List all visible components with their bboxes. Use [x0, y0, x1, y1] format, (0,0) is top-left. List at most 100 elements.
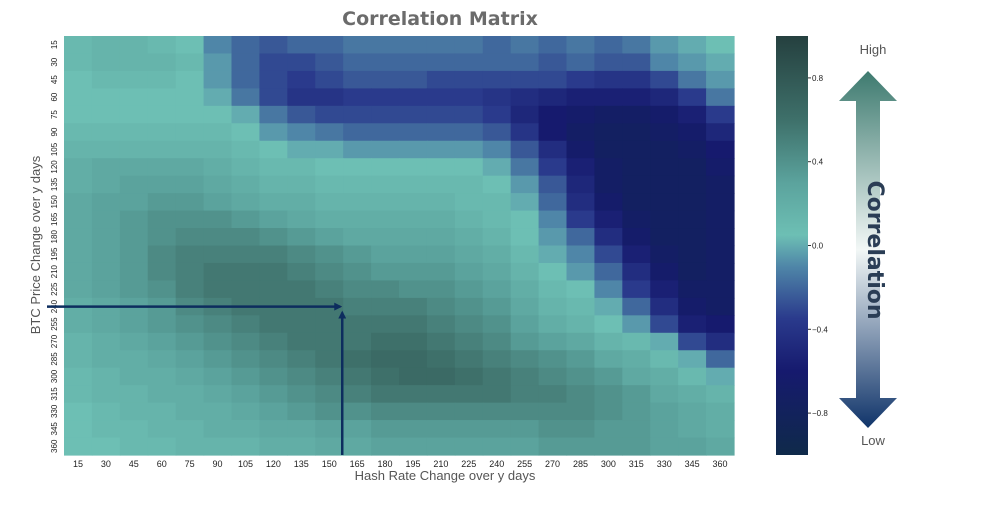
heatmap-cell: [510, 245, 540, 264]
heatmap-cell: [650, 175, 679, 194]
heatmap-cell: [147, 350, 177, 369]
heatmap-cell: [259, 210, 288, 229]
x-tick-label: 150: [322, 459, 337, 469]
heatmap-cell: [231, 175, 261, 194]
heatmap-cell: [399, 105, 428, 124]
heatmap-cell: [650, 420, 679, 439]
heatmap-cell: [231, 437, 261, 456]
heatmap-cell: [371, 228, 400, 247]
heatmap-cell: [454, 36, 484, 55]
heatmap-cell: [371, 175, 400, 194]
heatmap-cell: [426, 70, 456, 89]
heatmap-cell: [287, 210, 316, 229]
heatmap-cell: [231, 105, 261, 124]
heatmap-cell: [259, 175, 288, 194]
heatmap-cell: [203, 210, 233, 229]
heatmap-cell: [371, 158, 400, 177]
heatmap-cell: [538, 245, 568, 264]
y-tick-label: 120: [50, 160, 59, 174]
heatmap-cell: [203, 88, 233, 107]
heatmap-cell: [650, 245, 679, 264]
heatmap-cell: [175, 350, 205, 369]
heatmap-cell: [510, 280, 540, 299]
heatmap-cell: [399, 350, 428, 369]
heatmap-cell: [482, 158, 512, 177]
heatmap-cell: [482, 297, 512, 316]
x-tick-label: 30: [101, 459, 111, 469]
heatmap-cell: [594, 297, 623, 316]
heatmap-cell: [594, 280, 623, 299]
heatmap-cell: [566, 350, 596, 369]
heatmap-cell: [259, 140, 288, 159]
heatmap-cell: [119, 70, 149, 89]
heatmap-cell: [706, 385, 735, 404]
heatmap-cell: [231, 123, 261, 142]
heatmap-cell: [147, 140, 177, 159]
heatmap-cell: [706, 262, 735, 282]
heatmap-cell: [147, 123, 177, 142]
heatmap-cell: [566, 140, 596, 159]
heatmap-cell: [147, 402, 177, 421]
heatmap-cell: [538, 420, 568, 439]
heatmap-cell: [203, 140, 233, 159]
heatmap-cell: [315, 280, 344, 299]
heatmap-cell: [175, 158, 205, 177]
heatmap-cell: [482, 123, 512, 142]
heatmap-cell: [678, 367, 707, 386]
heatmap-cell: [371, 350, 400, 369]
y-tick-label: 225: [50, 282, 59, 296]
heatmap-cell: [147, 367, 177, 386]
heatmap-cell: [64, 123, 93, 142]
heatmap-cell: [510, 123, 540, 142]
heatmap-cell: [231, 245, 261, 264]
y-tick-label: 180: [50, 230, 59, 244]
heatmap-cell: [706, 315, 735, 334]
heatmap-cell: [399, 367, 428, 386]
heatmap-cell: [64, 332, 93, 351]
heatmap-cell: [119, 262, 149, 282]
x-tick-label: 270: [545, 459, 560, 469]
heatmap-cell: [259, 350, 288, 369]
y-tick-label: 45: [50, 75, 59, 84]
x-tick-label: 360: [713, 459, 728, 469]
heatmap-cell: [287, 332, 316, 351]
heatmap-cell: [650, 262, 679, 282]
heatmap-cell: [482, 315, 512, 334]
x-tick-label: 135: [294, 459, 309, 469]
heatmap-cell: [175, 36, 205, 55]
y-tick-label: 30: [50, 57, 59, 66]
heatmap-cell: [371, 332, 400, 351]
heatmap-cell: [147, 262, 177, 282]
heatmap-cell: [426, 350, 456, 369]
high-label: High: [860, 42, 887, 57]
heatmap-cell: [650, 332, 679, 351]
heatmap-cell: [315, 332, 344, 351]
heatmap-cell: [64, 105, 93, 124]
x-tick-label: 255: [517, 459, 532, 469]
heatmap-cell: [426, 88, 456, 107]
heatmap-cell: [91, 70, 121, 89]
heatmap-cell: [650, 123, 679, 142]
heatmap-cell: [678, 402, 707, 421]
heatmap-cell: [287, 175, 316, 194]
heatmap-cell: [622, 420, 651, 439]
heatmap-cell: [510, 53, 540, 72]
heatmap-cell: [678, 228, 707, 247]
heatmap-cell: [454, 385, 484, 404]
heatmap-cell: [371, 88, 400, 107]
heatmap-cell: [594, 262, 623, 282]
heatmap-cell: [538, 105, 568, 124]
heatmap-cell: [594, 245, 623, 264]
heatmap-cell: [706, 402, 735, 421]
heatmap-cell: [343, 158, 372, 177]
heatmap-cell: [566, 158, 596, 177]
heatmap-cell: [650, 350, 679, 369]
heatmap-cell: [678, 70, 707, 89]
heatmap-cell: [566, 53, 596, 72]
heatmap-cell: [566, 402, 596, 421]
heatmap-cell: [510, 262, 540, 282]
heatmap-cell: [399, 210, 428, 229]
heatmap-cell: [343, 210, 372, 229]
heatmap-cell: [203, 332, 233, 351]
heatmap-cell: [510, 105, 540, 124]
